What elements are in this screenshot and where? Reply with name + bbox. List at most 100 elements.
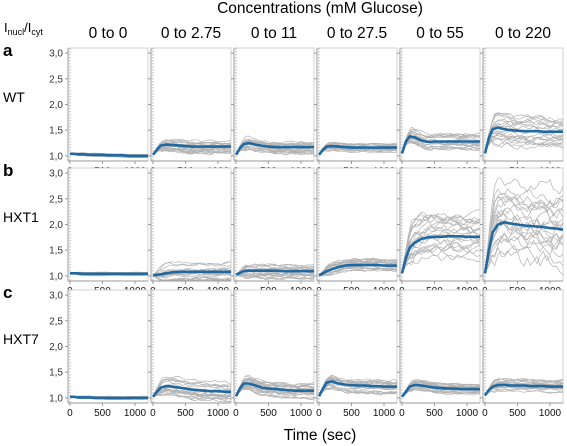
cell-trace bbox=[235, 377, 315, 397]
cell-trace bbox=[235, 385, 315, 397]
cell-trace bbox=[235, 389, 315, 400]
panel-letter: a bbox=[3, 41, 13, 60]
x-tick-label: 500 bbox=[94, 408, 111, 419]
x-tick-label: 1000 bbox=[290, 408, 313, 419]
x-tick-label: 0 bbox=[233, 408, 239, 419]
column-header: 0 to 2.75 bbox=[161, 25, 221, 42]
x-tick-label: 0 bbox=[482, 408, 488, 419]
cell-trace bbox=[318, 258, 398, 276]
cell-trace bbox=[401, 241, 481, 274]
panel-frame bbox=[67, 289, 149, 404]
y-tick-label: 1,0 bbox=[49, 271, 63, 282]
cell-trace bbox=[235, 266, 315, 276]
cell-trace bbox=[401, 226, 481, 274]
panel-hxt7-3: 0 500 1000 bbox=[314, 289, 398, 419]
cell-trace bbox=[484, 378, 564, 396]
mean-line bbox=[400, 383, 480, 398]
y-tick-label: 2,0 bbox=[49, 100, 63, 111]
cell-trace bbox=[484, 130, 564, 154]
cell-trace bbox=[235, 148, 315, 156]
cell-trace bbox=[401, 140, 481, 154]
cell-trace bbox=[152, 148, 232, 156]
cell-trace bbox=[484, 194, 564, 274]
mean-line bbox=[317, 380, 397, 397]
cell-trace bbox=[318, 267, 398, 276]
cell-trace bbox=[235, 135, 315, 155]
cell-trace bbox=[152, 146, 232, 156]
mean-line bbox=[234, 141, 314, 156]
panel-frame bbox=[67, 47, 149, 162]
cell-trace bbox=[484, 114, 564, 154]
cell-trace bbox=[401, 139, 481, 154]
cell-trace bbox=[401, 142, 481, 154]
cell-trace bbox=[318, 383, 398, 397]
panel-frame bbox=[233, 167, 315, 282]
mean-line bbox=[70, 271, 148, 276]
y-tick-label: 3,0 bbox=[49, 291, 63, 302]
x-tick-label: 0 bbox=[399, 408, 405, 419]
cell-trace bbox=[152, 386, 232, 398]
cell-trace bbox=[318, 268, 398, 276]
mean-line bbox=[483, 126, 563, 154]
mean-line bbox=[151, 384, 231, 398]
panel-letter: b bbox=[3, 161, 13, 180]
cell-trace bbox=[484, 141, 564, 154]
panel-frame bbox=[67, 167, 149, 282]
cell-trace bbox=[235, 272, 315, 277]
cell-trace bbox=[484, 388, 564, 396]
cell-trace bbox=[235, 263, 315, 276]
cell-trace bbox=[69, 271, 149, 274]
x-tick-label: 0 bbox=[316, 408, 322, 419]
y-tick-label: 1,0 bbox=[49, 393, 63, 404]
cell-trace bbox=[152, 272, 232, 279]
cell-trace bbox=[318, 259, 398, 276]
y-tick-label: 2,0 bbox=[49, 220, 63, 231]
cell-trace bbox=[484, 232, 564, 274]
cell-trace bbox=[484, 203, 564, 274]
panel-hxt7-4: 0 500 1000 bbox=[397, 289, 481, 419]
cell-trace bbox=[484, 213, 564, 274]
cell-trace bbox=[484, 232, 564, 274]
x-tick-label: 1000 bbox=[207, 408, 230, 419]
cell-trace bbox=[318, 258, 398, 276]
mean-line bbox=[483, 383, 563, 397]
cell-trace bbox=[401, 381, 481, 397]
cell-trace bbox=[152, 261, 232, 276]
y-tick-label: 1,5 bbox=[49, 368, 63, 379]
cell-trace bbox=[235, 146, 315, 156]
cell-trace bbox=[152, 393, 232, 403]
y-tick-label: 3,0 bbox=[49, 169, 63, 180]
cell-trace bbox=[235, 374, 315, 397]
cell-trace bbox=[152, 388, 232, 398]
cell-trace bbox=[235, 265, 315, 276]
cell-trace bbox=[318, 382, 398, 397]
cell-trace bbox=[152, 378, 232, 397]
mean-line bbox=[400, 235, 480, 274]
cell-trace bbox=[235, 375, 315, 397]
cell-trace bbox=[484, 192, 564, 274]
cell-trace bbox=[484, 177, 564, 274]
cell-trace bbox=[401, 141, 481, 154]
x-tick-label: 500 bbox=[509, 408, 526, 419]
cell-trace bbox=[235, 378, 315, 397]
cell-trace bbox=[401, 209, 481, 274]
cell-trace bbox=[401, 133, 481, 154]
column-header: 0 to 11 bbox=[251, 25, 297, 42]
panel-frame bbox=[150, 289, 232, 404]
cell-trace bbox=[235, 147, 315, 156]
mean-line bbox=[235, 269, 314, 276]
cell-trace bbox=[401, 254, 481, 274]
y-axis-label-main: I bbox=[4, 20, 8, 35]
cell-trace bbox=[401, 226, 481, 274]
y-tick-label: 2,0 bbox=[49, 342, 63, 353]
mean-line bbox=[151, 143, 231, 156]
strain-label: HXT7 bbox=[3, 331, 39, 347]
column-headers: 0 to 0 0 to 2.75 0 to 11 0 to 27.5 0 to 55 0 … bbox=[89, 25, 552, 42]
y-tick-label: 1,0 bbox=[49, 151, 63, 162]
